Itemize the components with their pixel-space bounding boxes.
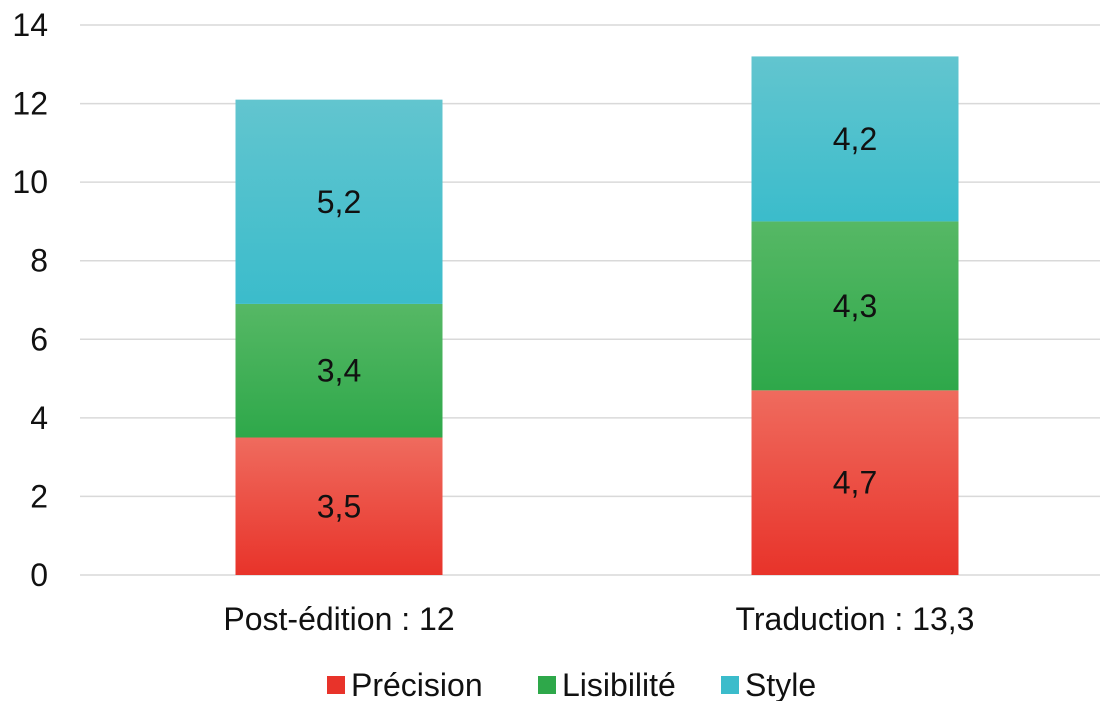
legend-label-lisibilité: Lisibilité [562, 667, 676, 701]
bars-layer: 3,5 3,4 5,2 4,7 4,3 4,2 [235, 56, 959, 575]
x-category-label: Traduction : 13,3 [736, 601, 975, 637]
data-label: 3,5 [317, 488, 361, 524]
x-axis-categories: Post-édition : 12 Traduction : 13,3 [223, 601, 974, 637]
bar-segment-lisibilité [751, 221, 959, 391]
data-label: 4,2 [833, 121, 877, 157]
bar-segment-style [235, 99, 443, 304]
legend-label-précision: Précision [351, 667, 483, 701]
y-tick-label: 12 [12, 86, 48, 122]
legend-label-style: Style [745, 667, 816, 701]
data-label: 3,4 [317, 353, 361, 389]
legend: Précision Lisibilité Style [327, 667, 816, 701]
y-tick-label: 0 [30, 557, 48, 593]
legend-swatch-précision [327, 676, 345, 694]
bar-segment-précision [235, 437, 443, 575]
y-tick-label: 6 [30, 321, 48, 357]
y-tick-label: 14 [12, 7, 48, 43]
y-tick-label: 2 [30, 478, 48, 514]
y-tick-label: 4 [30, 400, 48, 436]
legend-swatch-style [721, 676, 739, 694]
y-tick-label: 10 [12, 164, 48, 200]
y-tick-label: 8 [30, 243, 48, 279]
data-label: 4,7 [833, 465, 877, 501]
legend-swatch-lisibilité [538, 676, 556, 694]
bar-segment-style [751, 56, 959, 222]
bar-segment-précision [751, 390, 959, 575]
x-category-label: Post-édition : 12 [223, 601, 454, 637]
data-label: 5,2 [317, 184, 361, 220]
bar-segment-lisibilité [235, 303, 443, 438]
data-label: 4,3 [833, 288, 877, 324]
y-axis-ticks: 0 2 4 6 8 10 12 14 [12, 7, 48, 593]
